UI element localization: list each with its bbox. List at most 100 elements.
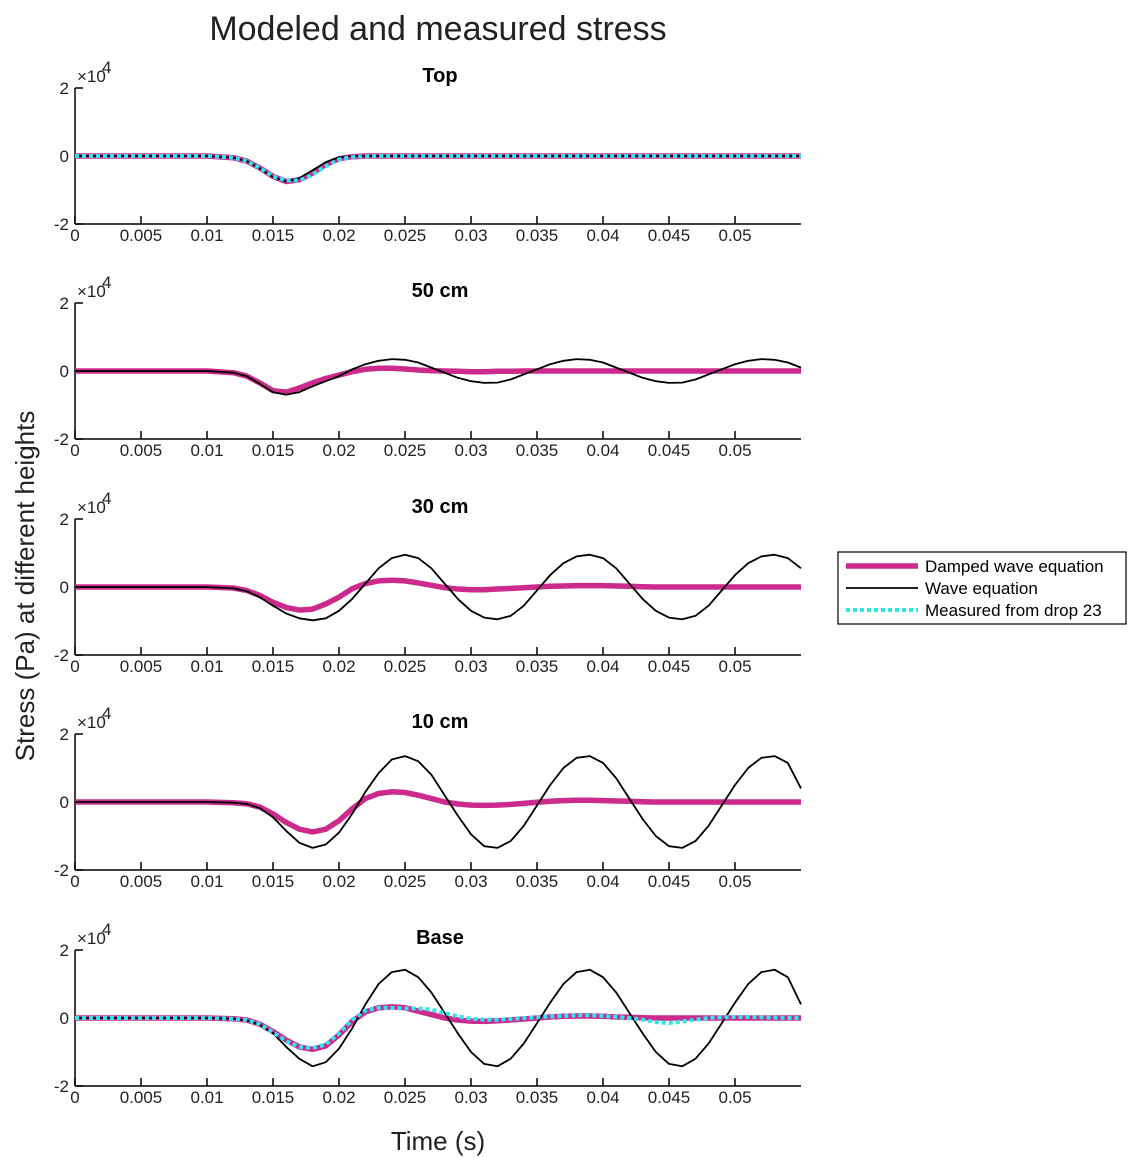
y-tick-label: 0 (60, 147, 69, 166)
x-tick-label: 0 (70, 657, 79, 676)
x-tick-label: 0.015 (252, 1088, 295, 1107)
series-wave-equation (75, 968, 802, 1068)
x-tick-label: 0.015 (252, 226, 295, 245)
x-tick-label: 0.04 (586, 226, 619, 245)
x-tick-label: 0.025 (384, 872, 427, 891)
x-tick-label: 0.01 (190, 226, 223, 245)
y-tick-label: 0 (60, 1009, 69, 1028)
series-wave-equation (75, 155, 801, 183)
x-tick-label: 0.04 (586, 872, 619, 891)
y-multiplier: ×10 (77, 67, 106, 86)
subplot-title: 10 cm (412, 711, 469, 733)
subplot-title: 50 cm (412, 280, 469, 302)
x-tick-label: 0.005 (120, 441, 163, 460)
x-tick-label: 0.035 (516, 657, 559, 676)
x-tick-label: 0.045 (648, 657, 691, 676)
series-measured-from-drop-23 (75, 154, 801, 183)
series-damped-wave-equation (75, 365, 801, 395)
series-wave-equation (75, 553, 802, 622)
y-tick-label: -2 (54, 215, 69, 234)
subplot-title: Top (422, 65, 457, 87)
x-tick-label: 0.035 (516, 226, 559, 245)
series-damped-wave-equation (75, 789, 801, 835)
y-tick-label: 0 (60, 793, 69, 812)
x-tick-label: 0.04 (586, 1088, 619, 1107)
x-tick-label: 0.025 (384, 657, 427, 676)
x-tick-label: 0.03 (454, 1088, 487, 1107)
y-tick-label: -2 (54, 430, 69, 449)
y-tick-label: 2 (60, 941, 69, 960)
x-tick-label: 0.035 (516, 441, 559, 460)
legend-entry: Damped wave equation (925, 557, 1104, 576)
figure-title: Modeled and measured stress (209, 10, 666, 48)
x-tick-label: 0.03 (454, 226, 487, 245)
series-wave-equation (75, 358, 802, 396)
y-exponent: 4 (102, 273, 111, 292)
y-tick-label: 2 (60, 725, 69, 744)
subplot-stack: Top 0 0.005 0.01 0.015 0.02 0.025 0.03 0.035 0.04… (54, 58, 802, 1107)
x-tick-label: 0.01 (190, 872, 223, 891)
x-axis-label: Time (s) (391, 1126, 485, 1156)
x-tick-label: 0.05 (718, 872, 751, 891)
subplot-title: Base (416, 927, 464, 949)
x-tick-label: 0.03 (454, 441, 487, 460)
x-tick-label: 0.03 (454, 657, 487, 676)
subplot-top: Top 0 0.005 0.01 0.015 0.02 0.025 0.03 0.035 0.04… (54, 58, 801, 245)
x-tick-label: 0.05 (718, 226, 751, 245)
y-tick-label: 2 (60, 510, 69, 529)
x-tick-label: 0.045 (648, 872, 691, 891)
x-tick-label: 0.01 (190, 657, 223, 676)
y-exponent: 4 (102, 489, 111, 508)
x-tick-label: 0.025 (384, 441, 427, 460)
x-tick-label: 0.035 (516, 1088, 559, 1107)
x-tick-label: 0.015 (252, 872, 295, 891)
subplot-10-cm: 10 cm 0 0.005 0.01 0.015 0.02 0.025 0.03 0.035 0.… (54, 704, 802, 891)
x-tick-label: 0.02 (322, 441, 355, 460)
x-tick-label: 0 (70, 1088, 79, 1107)
y-axis-label: Stress (Pa) at different heights (10, 411, 40, 762)
x-tick-label: 0.04 (586, 441, 619, 460)
x-tick-label: 0.05 (718, 657, 751, 676)
x-tick-label: 0.045 (648, 1088, 691, 1107)
y-tick-label: -2 (54, 861, 69, 880)
x-tick-label: 0.02 (322, 226, 355, 245)
x-tick-label: 0.005 (120, 657, 163, 676)
y-multiplier: ×10 (77, 713, 106, 732)
x-tick-label: 0.05 (718, 1088, 751, 1107)
x-tick-label: 0 (70, 441, 79, 460)
x-tick-label: 0.02 (322, 1088, 355, 1107)
y-multiplier: ×10 (77, 498, 106, 517)
subplot-title: 30 cm (412, 496, 469, 518)
y-multiplier: ×10 (77, 282, 106, 301)
y-tick-label: -2 (54, 646, 69, 665)
series-damped-wave-equation (75, 577, 801, 613)
y-exponent: 4 (102, 58, 111, 77)
y-tick-label: 2 (60, 79, 69, 98)
y-tick-label: 0 (60, 578, 69, 597)
x-tick-label: 0.04 (586, 657, 619, 676)
x-tick-label: 0.005 (120, 1088, 163, 1107)
subplot-30-cm: 30 cm 0 0.005 0.01 0.015 0.02 0.025 0.03 0.035 0.… (54, 489, 802, 676)
x-tick-label: 0 (70, 872, 79, 891)
x-tick-label: 0.005 (120, 872, 163, 891)
x-tick-label: 0.03 (454, 872, 487, 891)
y-tick-label: 0 (60, 362, 69, 381)
x-tick-label: 0.05 (718, 441, 751, 460)
series-damped-wave-equation (75, 1004, 801, 1053)
legend-entry: Wave equation (925, 579, 1038, 598)
subplot-base: Base 0 0.005 0.01 0.015 0.02 0.025 0.03 0.035 0.0… (54, 920, 802, 1107)
x-tick-label: 0.005 (120, 226, 163, 245)
legend: Damped wave equation Wave equation Measure… (837, 551, 1127, 625)
series-damped-wave-equation (75, 153, 801, 185)
x-tick-label: 0.045 (648, 441, 691, 460)
y-tick-label: 2 (60, 294, 69, 313)
x-tick-label: 0.01 (190, 1088, 223, 1107)
x-tick-label: 0 (70, 226, 79, 245)
x-tick-label: 0.035 (516, 872, 559, 891)
series-wave-equation (75, 755, 802, 849)
legend-entry: Measured from drop 23 (925, 601, 1102, 620)
y-tick-label: -2 (54, 1077, 69, 1096)
x-tick-label: 0.025 (384, 226, 427, 245)
y-exponent: 4 (102, 704, 111, 723)
